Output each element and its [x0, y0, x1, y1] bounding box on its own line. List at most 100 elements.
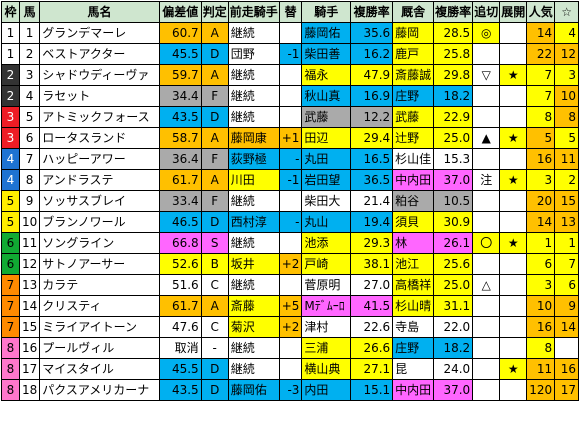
horse-number-cell: 8 [18, 169, 41, 191]
horse-name-cell: ハッピーアワー [39, 148, 160, 170]
table-body: 1 1 グランデマーレ 60.7 A 継続 藤岡佑 35.6 藤岡 28.5 ◎ 14 4 1 2 ベストアク… [1, 22, 579, 401]
horse-name-cell: ブランノワール [39, 211, 160, 233]
jockey-cell: Mﾃﾞﾑｰﾛ [301, 295, 352, 317]
jockey-cell: 横山典 [301, 358, 352, 380]
judgement-cell: A [200, 64, 229, 86]
jockey-rate-cell: 36.5 [350, 169, 394, 191]
jockey-rate-cell: 21.4 [350, 190, 394, 212]
frame-cell: 1 [1, 22, 20, 44]
workout-cell [472, 211, 501, 233]
deviation-cell: 47.6 [158, 316, 202, 338]
popularity-cell: 3 [526, 274, 556, 296]
judgement-cell: A [200, 169, 229, 191]
previous-jockey-cell: 継続 [227, 106, 280, 128]
jockey-rate-cell: 19.4 [350, 211, 394, 233]
horse-number-cell: 17 [18, 358, 41, 380]
workout-cell [472, 190, 501, 212]
frame-cell: 6 [1, 253, 20, 275]
deviation-cell: 51.6 [158, 274, 202, 296]
workout-cell [472, 253, 501, 275]
jockey-cell: 丸山 [301, 211, 352, 233]
horse-number-cell: 15 [18, 316, 41, 338]
jockey-rate-cell: 16.5 [350, 148, 394, 170]
table-row: 7 14 クリスティ 61.7 A 斎藤 +5 Mﾃﾞﾑｰﾛ 41.5 杉山晴 31.1 10 9 [1, 295, 579, 317]
horse-name-cell: シャドウディーヴァ [39, 64, 160, 86]
trainer-rate-cell: 26.1 [433, 232, 474, 254]
table-row: 6 12 サトノアーサー 52.6 B 坂井 +2 戸崎 38.1 池江 25.6 6 7 [1, 253, 579, 275]
trainer-cell: 高橋祥 [392, 274, 435, 296]
pace-cell [499, 190, 528, 212]
jockey-cell: 岩田望 [301, 169, 352, 191]
frame-cell: 2 [1, 64, 20, 86]
change-cell: +5 [278, 295, 303, 317]
trainer-rate-cell: 25.0 [433, 127, 474, 149]
workout-cell [472, 337, 501, 359]
jockey-rate-cell: 47.9 [350, 64, 394, 86]
popularity-cell: 8 [526, 337, 556, 359]
pace-cell: ★ [499, 64, 528, 86]
pace-cell: ★ [499, 169, 528, 191]
col-popularity: 人気 [526, 1, 556, 23]
horse-number-cell: 18 [18, 379, 41, 401]
col-workout: 追切 [472, 1, 501, 23]
workout-cell: ▽ [472, 64, 501, 86]
col-frame: 枠 [1, 1, 20, 23]
change-cell: -3 [278, 379, 303, 401]
trainer-cell: 庄野 [392, 85, 435, 107]
horse-number-cell: 7 [18, 148, 41, 170]
pace-cell: ★ [499, 127, 528, 149]
trainer-rate-cell: 24.0 [433, 358, 474, 380]
horse-name-cell: ロータスランド [39, 127, 160, 149]
col-jockey: 騎手 [301, 1, 352, 23]
star-rank-cell: 12 [554, 43, 579, 65]
jockey-rate-cell: 27.0 [350, 274, 394, 296]
deviation-cell: 34.4 [158, 85, 202, 107]
table-row: 3 6 ロータスランド 58.7 A 藤岡康 +1 田辺 29.4 辻野 25.0 ▲ ★ 5 5 [1, 127, 579, 149]
judgement-cell: S [200, 232, 229, 254]
star-rank-cell: 2 [554, 169, 579, 191]
header-row: 枠 馬 馬名 偏差値 判定 前走騎手 替 騎手 複勝率 厩舎 複勝率 追切 展開… [1, 1, 579, 23]
horse-entry-table: 枠 馬 馬名 偏差値 判定 前走騎手 替 騎手 複勝率 厩舎 複勝率 追切 展開… [1, 1, 579, 401]
frame-cell: 2 [1, 85, 20, 107]
col-judgement: 判定 [200, 1, 229, 23]
jockey-cell: 柴田善 [301, 43, 352, 65]
star-rank-cell: 14 [554, 316, 579, 338]
table-row: 4 7 ハッピーアワー 36.4 F 荻野極 - 丸田 16.5 杉山佳 15.3 16 11 [1, 148, 579, 170]
frame-cell: 4 [1, 169, 20, 191]
horse-number-cell: 14 [18, 295, 41, 317]
jockey-cell: 内田 [301, 379, 352, 401]
pace-cell: ★ [499, 232, 528, 254]
pace-cell [499, 379, 528, 401]
table-row: 1 2 ベストアクター 45.5 D 団野 -1 柴田善 16.2 鹿戸 25.8 22 12 [1, 43, 579, 65]
trainer-cell: 中内田 [392, 379, 435, 401]
star-rank-cell: 16 [554, 358, 579, 380]
star-rank-cell: 13 [554, 211, 579, 233]
pace-cell [499, 85, 528, 107]
jockey-rate-cell: 16.2 [350, 43, 394, 65]
change-cell [278, 337, 303, 359]
deviation-cell: 61.7 [158, 169, 202, 191]
table-row: 5 10 ブランノワール 46.5 D 西村淳 - 丸山 19.4 須貝 30.9 14 13 [1, 211, 579, 233]
trainer-cell: 寺島 [392, 316, 435, 338]
judgement-cell: F [200, 190, 229, 212]
popularity-cell: 120 [526, 379, 556, 401]
popularity-cell: 16 [526, 316, 556, 338]
deviation-cell: 61.7 [158, 295, 202, 317]
judgement-cell: - [200, 337, 229, 359]
previous-jockey-cell: 継続 [227, 85, 280, 107]
table-row: 1 1 グランデマーレ 60.7 A 継続 藤岡佑 35.6 藤岡 28.5 ◎ 14 4 [1, 22, 579, 44]
jockey-cell: 柴田大 [301, 190, 352, 212]
star-rank-cell: 4 [554, 22, 579, 44]
pace-cell [499, 337, 528, 359]
jockey-rate-cell: 16.9 [350, 85, 394, 107]
star-rank-cell [554, 337, 579, 359]
jockey-cell: 津村 [301, 316, 352, 338]
frame-cell: 3 [1, 106, 20, 128]
previous-jockey-cell: 継続 [227, 274, 280, 296]
popularity-cell: 16 [526, 148, 556, 170]
trainer-rate-cell: 22.9 [433, 106, 474, 128]
trainer-rate-cell: 25.6 [433, 253, 474, 275]
horse-name-cell: サトノアーサー [39, 253, 160, 275]
previous-jockey-cell: 継続 [227, 358, 280, 380]
frame-cell: 6 [1, 232, 20, 254]
